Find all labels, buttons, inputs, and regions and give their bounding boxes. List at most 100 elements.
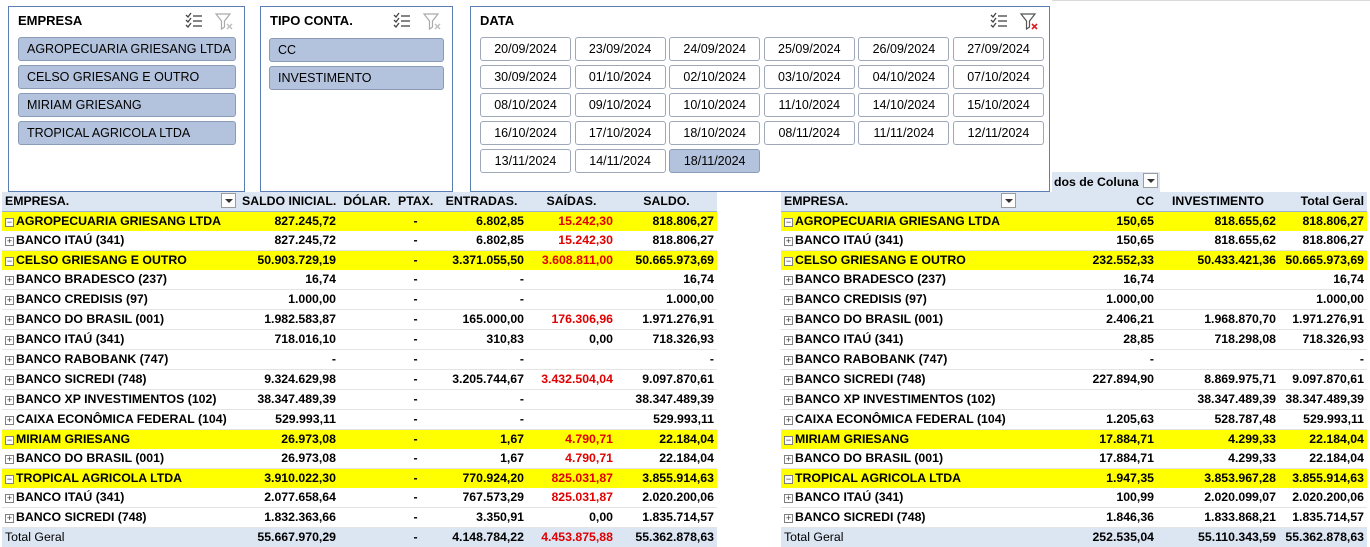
slicer-date-item[interactable]: 30/09/2024 bbox=[480, 65, 571, 89]
expand-icon[interactable]: + bbox=[784, 237, 793, 246]
multi-select-icon[interactable] bbox=[392, 11, 412, 31]
slicer-date-item[interactable]: 07/10/2024 bbox=[953, 65, 1044, 89]
slicer-date-item[interactable]: 08/10/2024 bbox=[480, 93, 571, 117]
expand-icon[interactable]: + bbox=[5, 336, 14, 345]
expand-icon[interactable]: + bbox=[784, 356, 793, 365]
expand-icon[interactable]: + bbox=[5, 416, 14, 425]
collapse-icon[interactable]: − bbox=[5, 436, 14, 445]
collapse-icon[interactable]: − bbox=[784, 475, 793, 484]
expand-icon[interactable]: + bbox=[5, 276, 14, 285]
filter-dropdown-icon[interactable] bbox=[1001, 193, 1016, 208]
value-cell: 50.903.729,19 bbox=[239, 251, 339, 271]
value-cell: 38.347.489,39 bbox=[1157, 390, 1279, 410]
row-label: −MIRIAM GRIESANG bbox=[2, 430, 239, 450]
value-cell: - bbox=[395, 330, 436, 350]
collapse-icon[interactable]: − bbox=[5, 257, 14, 266]
row-labels-header[interactable]: EMPRESA. bbox=[781, 192, 1019, 212]
collapse-icon[interactable]: − bbox=[5, 218, 14, 227]
slicer-date-item[interactable]: 10/10/2024 bbox=[669, 93, 760, 117]
slicer-date-item[interactable]: 20/09/2024 bbox=[480, 37, 571, 61]
row-label-text: CELSO GRIESANG E OUTRO bbox=[16, 253, 187, 267]
expand-icon[interactable]: + bbox=[784, 336, 793, 345]
slicer-date-item[interactable]: 14/11/2024 bbox=[575, 149, 666, 173]
slicer-empresa-item[interactable]: TROPICAL AGRICOLA LTDA bbox=[18, 121, 236, 145]
row-labels-header[interactable]: EMPRESA. bbox=[2, 192, 239, 212]
slicer-date-item[interactable]: 18/10/2024 bbox=[669, 121, 760, 145]
slicer-date-item[interactable]: 23/09/2024 bbox=[575, 37, 666, 61]
slicer-date-item[interactable]: 04/10/2024 bbox=[858, 65, 949, 89]
clear-filter-icon[interactable] bbox=[214, 11, 234, 31]
row-label: +BANCO ITAÚ (341) bbox=[781, 231, 1019, 251]
expand-icon[interactable]: + bbox=[5, 514, 14, 523]
filter-dropdown-icon[interactable] bbox=[221, 193, 236, 208]
expand-icon[interactable]: + bbox=[784, 514, 793, 523]
clear-filter-icon[interactable] bbox=[422, 11, 442, 31]
slicer-date-item[interactable]: 24/09/2024 bbox=[669, 37, 760, 61]
row-label-text: BANCO SICREDI (748) bbox=[16, 510, 147, 524]
value-cell bbox=[339, 310, 395, 330]
row-label-text: BANCO DO BRASIL (001) bbox=[795, 312, 943, 326]
slicer-date-item[interactable]: 08/11/2024 bbox=[764, 121, 855, 145]
expand-icon[interactable]: + bbox=[5, 316, 14, 325]
filter-dropdown-icon[interactable] bbox=[1143, 173, 1158, 188]
expand-icon[interactable]: + bbox=[784, 416, 793, 425]
expand-icon[interactable]: + bbox=[784, 376, 793, 385]
slicer-date-item[interactable]: 18/11/2024 bbox=[669, 149, 760, 173]
value-cell: 1.835.714,57 bbox=[1279, 508, 1367, 528]
slicer-date-item[interactable]: 03/10/2024 bbox=[764, 65, 855, 89]
expand-icon[interactable]: + bbox=[5, 356, 14, 365]
slicer-data-title: DATA bbox=[480, 13, 514, 28]
collapse-icon[interactable]: − bbox=[5, 475, 14, 484]
expand-icon[interactable]: + bbox=[784, 316, 793, 325]
slicer-date-item[interactable]: 11/11/2024 bbox=[858, 121, 949, 145]
value-cell bbox=[339, 390, 395, 410]
slicer-date-item[interactable]: 16/10/2024 bbox=[480, 121, 571, 145]
multi-select-icon[interactable] bbox=[989, 11, 1009, 31]
collapse-icon[interactable]: − bbox=[784, 436, 793, 445]
expand-icon[interactable]: + bbox=[784, 396, 793, 405]
row-label-text: TROPICAL AGRICOLA LTDA bbox=[16, 471, 182, 485]
slicer-date-item[interactable]: 11/10/2024 bbox=[764, 93, 855, 117]
collapse-icon[interactable]: − bbox=[784, 257, 793, 266]
value-cell: 1.947,35 bbox=[1019, 469, 1157, 489]
slicer-date-item[interactable]: 01/10/2024 bbox=[575, 65, 666, 89]
slicer-date-item[interactable]: 14/10/2024 bbox=[858, 93, 949, 117]
value-cell bbox=[339, 488, 395, 508]
table-row: +BANCO XP INVESTIMENTOS (102)38.347.489,… bbox=[781, 390, 1367, 410]
expand-icon[interactable]: + bbox=[784, 494, 793, 503]
slicer-date-item[interactable]: 15/10/2024 bbox=[953, 93, 1044, 117]
expand-icon[interactable]: + bbox=[5, 237, 14, 246]
expand-icon[interactable]: + bbox=[784, 276, 793, 285]
multi-select-icon[interactable] bbox=[184, 11, 204, 31]
expand-icon[interactable]: + bbox=[784, 455, 793, 464]
slicer-empresa-item[interactable]: MIRIAM GRIESANG bbox=[18, 93, 236, 117]
value-cell: 818.655,62 bbox=[1157, 231, 1279, 251]
expand-icon[interactable]: + bbox=[5, 494, 14, 503]
expand-icon[interactable]: + bbox=[5, 455, 14, 464]
slicer-date-item[interactable]: 13/11/2024 bbox=[480, 149, 571, 173]
slicer-date-item[interactable]: 27/09/2024 bbox=[953, 37, 1044, 61]
slicer-date-item[interactable]: 02/10/2024 bbox=[669, 65, 760, 89]
slicer-empresa-item[interactable]: CELSO GRIESANG E OUTRO bbox=[18, 65, 236, 89]
expand-icon[interactable]: + bbox=[5, 396, 14, 405]
slicer-date-item[interactable]: 12/11/2024 bbox=[953, 121, 1044, 145]
slicer-tipo-toolbar bbox=[392, 11, 442, 31]
slicer-tipo-item[interactable]: INVESTIMENTO bbox=[269, 66, 444, 90]
slicer-date-item[interactable]: 09/10/2024 bbox=[575, 93, 666, 117]
clear-filter-active-icon[interactable] bbox=[1019, 11, 1039, 31]
expand-icon[interactable]: + bbox=[5, 376, 14, 385]
row-label-text: AGROPECUARIA GRIESANG LTDA bbox=[795, 214, 1000, 228]
collapse-icon[interactable]: − bbox=[784, 218, 793, 227]
slicer-date-item[interactable]: 25/09/2024 bbox=[764, 37, 855, 61]
slicer-tipo-item[interactable]: CC bbox=[269, 38, 444, 62]
column-header: PTAX. bbox=[395, 192, 436, 212]
value-cell: 15.242,30 bbox=[527, 231, 616, 251]
value-cell: 528.787,48 bbox=[1157, 410, 1279, 430]
slicer-date-item[interactable]: 17/10/2024 bbox=[575, 121, 666, 145]
expand-icon[interactable]: + bbox=[5, 296, 14, 305]
slicer-date-item[interactable]: 26/09/2024 bbox=[858, 37, 949, 61]
expand-icon[interactable]: + bbox=[784, 296, 793, 305]
slicer-empresa-item[interactable]: AGROPECUARIA GRIESANG LTDA bbox=[18, 37, 236, 61]
